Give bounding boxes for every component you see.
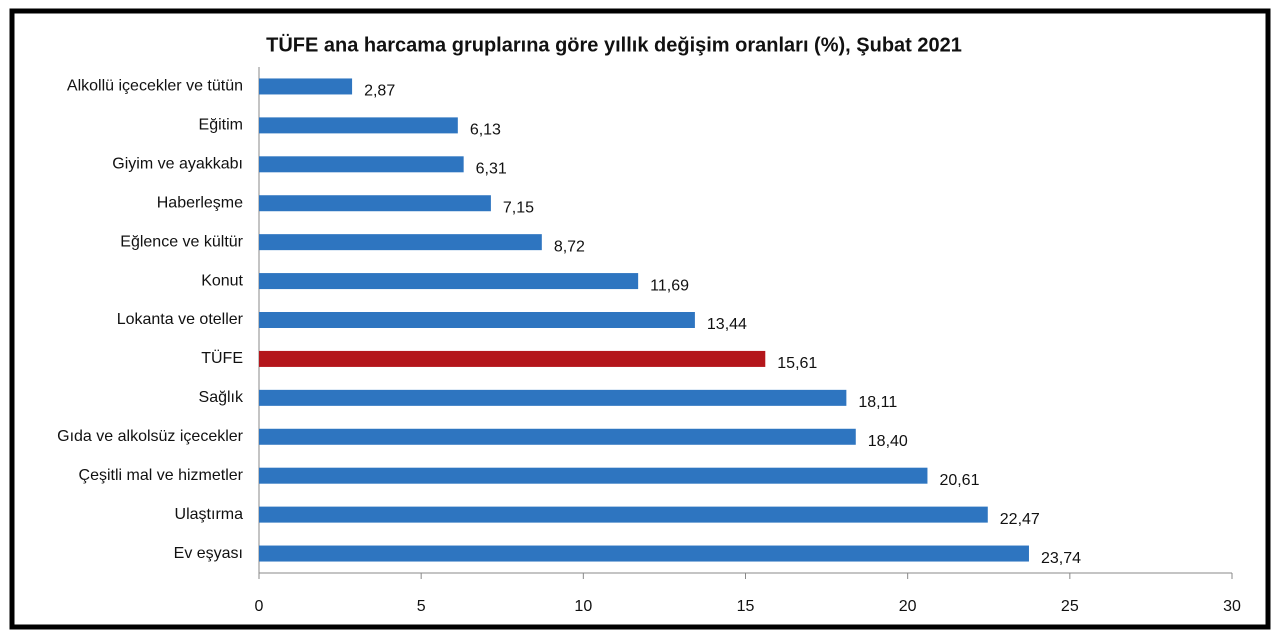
y-tick-label: Haberleşme [157,194,243,211]
bar [259,350,766,367]
y-tick-label: Sağlık [199,389,244,406]
y-tick-label: Lokanta ve oteller [117,311,244,328]
x-tick-label: 5 [417,598,426,615]
chart-title: TÜFE ana harcama gruplarına göre yıllık … [266,33,962,56]
value-label: 6,13 [470,122,501,139]
bar [259,545,1029,562]
x-tick-label: 0 [255,598,264,615]
bar [259,78,353,95]
bar [259,506,988,523]
x-tick-label: 15 [737,598,755,615]
y-tick-label: Alkollü içecekler ve tütün [67,78,243,95]
y-tick-label: Giyim ve ayakkabı [112,156,243,173]
bar [259,117,458,134]
value-label: 8,72 [554,238,585,255]
y-tick-label: Konut [201,272,243,289]
y-tick-label: Eğlence ve kültür [120,233,243,250]
y-tick-label: Ev eşyası [174,545,243,562]
y-tick-label: Çeşitli mal ve hizmetler [79,467,244,484]
value-label: 23,74 [1041,550,1081,567]
bar [259,195,491,212]
value-label: 18,11 [858,394,897,411]
bar [259,312,695,328]
value-label: 20,61 [939,472,979,489]
bar [259,273,639,290]
y-tick-label: Gıda ve alkolsüz içecekler [57,428,244,445]
frame [9,8,1271,630]
x-tick-label: 30 [1223,598,1241,615]
bar [259,234,542,251]
value-label: 13,44 [707,316,747,333]
bar [259,428,856,445]
value-label: 6,31 [476,161,507,178]
x-tick-label: 10 [574,598,592,615]
value-label: 7,15 [503,199,534,216]
bar [259,467,928,484]
y-tick-label: TÜFE [201,349,243,367]
value-label: 15,61 [777,355,817,372]
bar [259,389,847,406]
value-label: 22,47 [1000,511,1040,528]
value-label: 2,87 [364,83,395,100]
value-label: 11,69 [650,277,689,294]
bar [259,156,464,173]
y-tick-label: Eğitim [199,117,243,134]
x-tick-label: 25 [1061,598,1079,615]
value-label: 18,40 [868,433,908,450]
y-tick-label: Ulaştırma [175,506,244,523]
x-tick-label: 20 [899,598,917,615]
